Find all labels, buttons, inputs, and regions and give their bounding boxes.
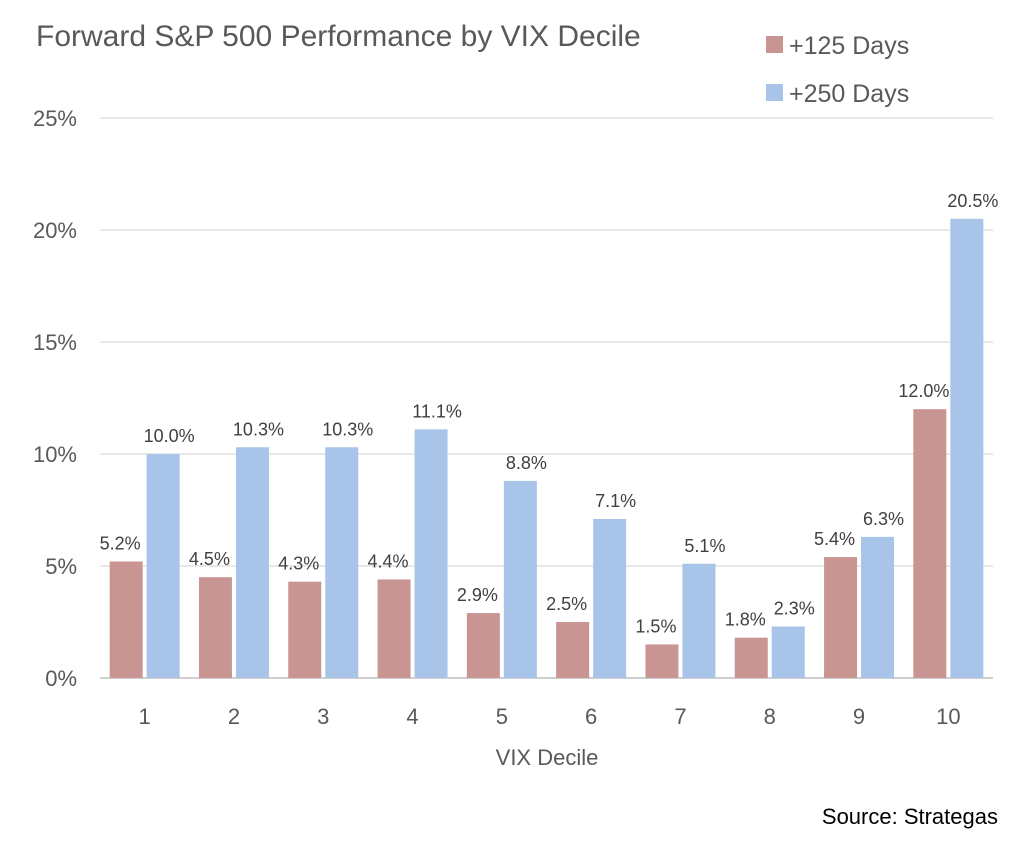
x-tick-label: 10 <box>936 704 960 729</box>
y-tick-label: 15% <box>33 330 77 355</box>
x-axis-ticks: 1 2 3 4 5 6 7 8 9 10 <box>139 704 961 729</box>
bar-250-days <box>771 626 805 678</box>
data-label: 6.3% <box>863 509 904 529</box>
legend-swatch-125-days <box>766 36 783 53</box>
data-label: 8.8% <box>506 453 547 473</box>
x-tick-label: 3 <box>317 704 329 729</box>
bar-125-days <box>109 561 143 678</box>
data-label: 20.5% <box>947 191 998 211</box>
data-label: 5.4% <box>814 529 855 549</box>
x-tick-label: 9 <box>853 704 865 729</box>
y-tick-label: 5% <box>45 554 77 579</box>
y-tick-label: 0% <box>45 666 77 691</box>
bar-250-days <box>593 518 627 678</box>
bar-125-days <box>198 577 232 678</box>
bar-250-days <box>146 454 180 678</box>
bars <box>109 218 984 679</box>
data-label: 10.3% <box>322 419 373 439</box>
bar-125-days <box>913 409 947 678</box>
data-label: 4.4% <box>368 551 409 571</box>
bar-250-days <box>950 218 984 679</box>
x-tick-label: 5 <box>496 704 508 729</box>
x-tick-label: 7 <box>674 704 686 729</box>
bar-250-days <box>503 480 537 678</box>
y-axis-ticks: 0% 5% 10% 15% 20% 25% <box>33 106 77 691</box>
chart-title: Forward S&P 500 Performance by VIX Decil… <box>36 20 641 53</box>
bar-125-days <box>466 613 500 678</box>
bar-125-days <box>734 637 768 678</box>
data-label: 1.8% <box>725 610 766 630</box>
bar-250-days <box>414 429 448 678</box>
x-tick-label: 4 <box>406 704 418 729</box>
bar-250-days <box>325 447 359 678</box>
data-label: 7.1% <box>595 491 636 511</box>
y-tick-label: 25% <box>33 106 77 131</box>
data-label: 5.2% <box>100 534 141 554</box>
x-tick-label: 8 <box>764 704 776 729</box>
bar-125-days <box>377 579 411 678</box>
source-note: Source: Strategas <box>822 804 998 829</box>
x-tick-label: 1 <box>139 704 151 729</box>
data-label: 11.1% <box>412 401 462 421</box>
legend: +125 Days +250 Days <box>766 32 909 108</box>
data-label: 10.3% <box>233 419 284 439</box>
bar-125-days <box>645 644 679 678</box>
bar-125-days <box>824 557 858 678</box>
data-label: 12.0% <box>898 381 949 401</box>
bar-250-days <box>861 536 895 678</box>
y-tick-label: 10% <box>33 442 77 467</box>
bar-250-days <box>235 447 269 678</box>
data-label: 2.9% <box>457 585 498 605</box>
legend-label-125-days: +125 Days <box>789 32 909 60</box>
bar-250-days <box>682 563 716 678</box>
legend-swatch-250-days <box>766 84 783 101</box>
x-tick-label: 6 <box>585 704 597 729</box>
data-label: 1.5% <box>635 616 676 636</box>
bar-125-days <box>288 581 322 678</box>
x-tick-label: 2 <box>228 704 240 729</box>
data-label: 4.5% <box>189 549 230 569</box>
data-label: 10.0% <box>144 426 195 446</box>
data-label: 5.1% <box>684 536 725 556</box>
y-tick-label: 20% <box>33 218 77 243</box>
legend-label-250-days: +250 Days <box>789 80 909 108</box>
data-label: 4.3% <box>278 554 319 574</box>
data-label: 2.5% <box>546 594 587 614</box>
data-labels: 5.2% 10.0% 4.5% 10.3% 4.3% 10.3% 4.4% 11.1% 2.9%… <box>100 191 999 637</box>
data-label: 2.3% <box>774 598 815 618</box>
x-axis-label: VIX Decile <box>496 745 599 770</box>
bar-125-days <box>556 622 590 678</box>
